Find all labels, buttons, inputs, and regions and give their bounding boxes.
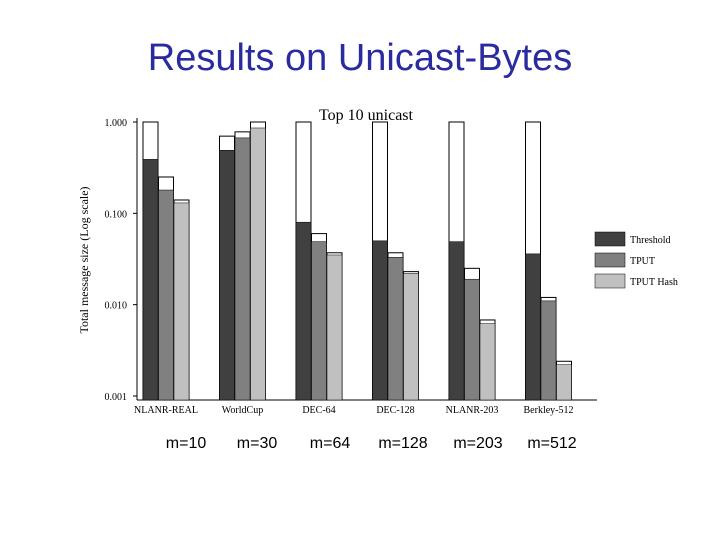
bar <box>540 300 557 401</box>
bar <box>158 189 174 401</box>
x-tick-label: WorldCup <box>222 405 263 416</box>
bar <box>556 364 572 401</box>
y-tick-label: 1.000 <box>105 118 128 129</box>
bar <box>448 241 465 401</box>
bar <box>173 202 190 401</box>
annotation: m=203 <box>453 435 502 452</box>
bar <box>387 257 404 401</box>
x-tick-label: Berkley-512 <box>524 405 574 416</box>
legend-label: TPUT Hash <box>630 277 678 288</box>
annotation: m=64 <box>310 435 351 452</box>
legend-label: Threshold <box>630 235 671 246</box>
bar <box>525 253 541 401</box>
legend-swatch <box>594 273 626 289</box>
x-tick-label: NLANR-REAL <box>134 405 198 416</box>
y-tick-label: 0.001 <box>105 392 128 403</box>
chart-title: Top 10 unicast <box>319 107 414 124</box>
x-tick-label: DEC-128 <box>376 405 414 416</box>
y-axis-label: Total message size (Log scale) <box>77 186 91 333</box>
legend-swatch <box>594 252 626 268</box>
bar <box>372 240 388 401</box>
bar <box>219 150 235 401</box>
annotation: m=128 <box>378 435 427 452</box>
bar <box>311 241 327 401</box>
bar <box>142 159 159 401</box>
y-tick-label: 0.100 <box>105 209 128 220</box>
bar <box>403 273 419 401</box>
annotation: m=10 <box>166 435 207 452</box>
annotation: m=30 <box>237 435 278 452</box>
legend-label: TPUT <box>630 256 655 267</box>
bar <box>464 278 480 401</box>
bar <box>326 254 343 401</box>
x-tick-label: NLANR-203 <box>446 405 499 416</box>
bar <box>295 221 312 401</box>
x-tick-label: DEC-64 <box>302 405 335 416</box>
legend-swatch <box>594 231 626 247</box>
slide-title: Results on Unicast-Bytes <box>148 37 573 79</box>
y-tick-label: 0.010 <box>105 301 128 312</box>
bar <box>250 127 266 401</box>
bar <box>234 137 251 401</box>
bar <box>479 323 496 401</box>
annotation: m=512 <box>527 435 576 452</box>
